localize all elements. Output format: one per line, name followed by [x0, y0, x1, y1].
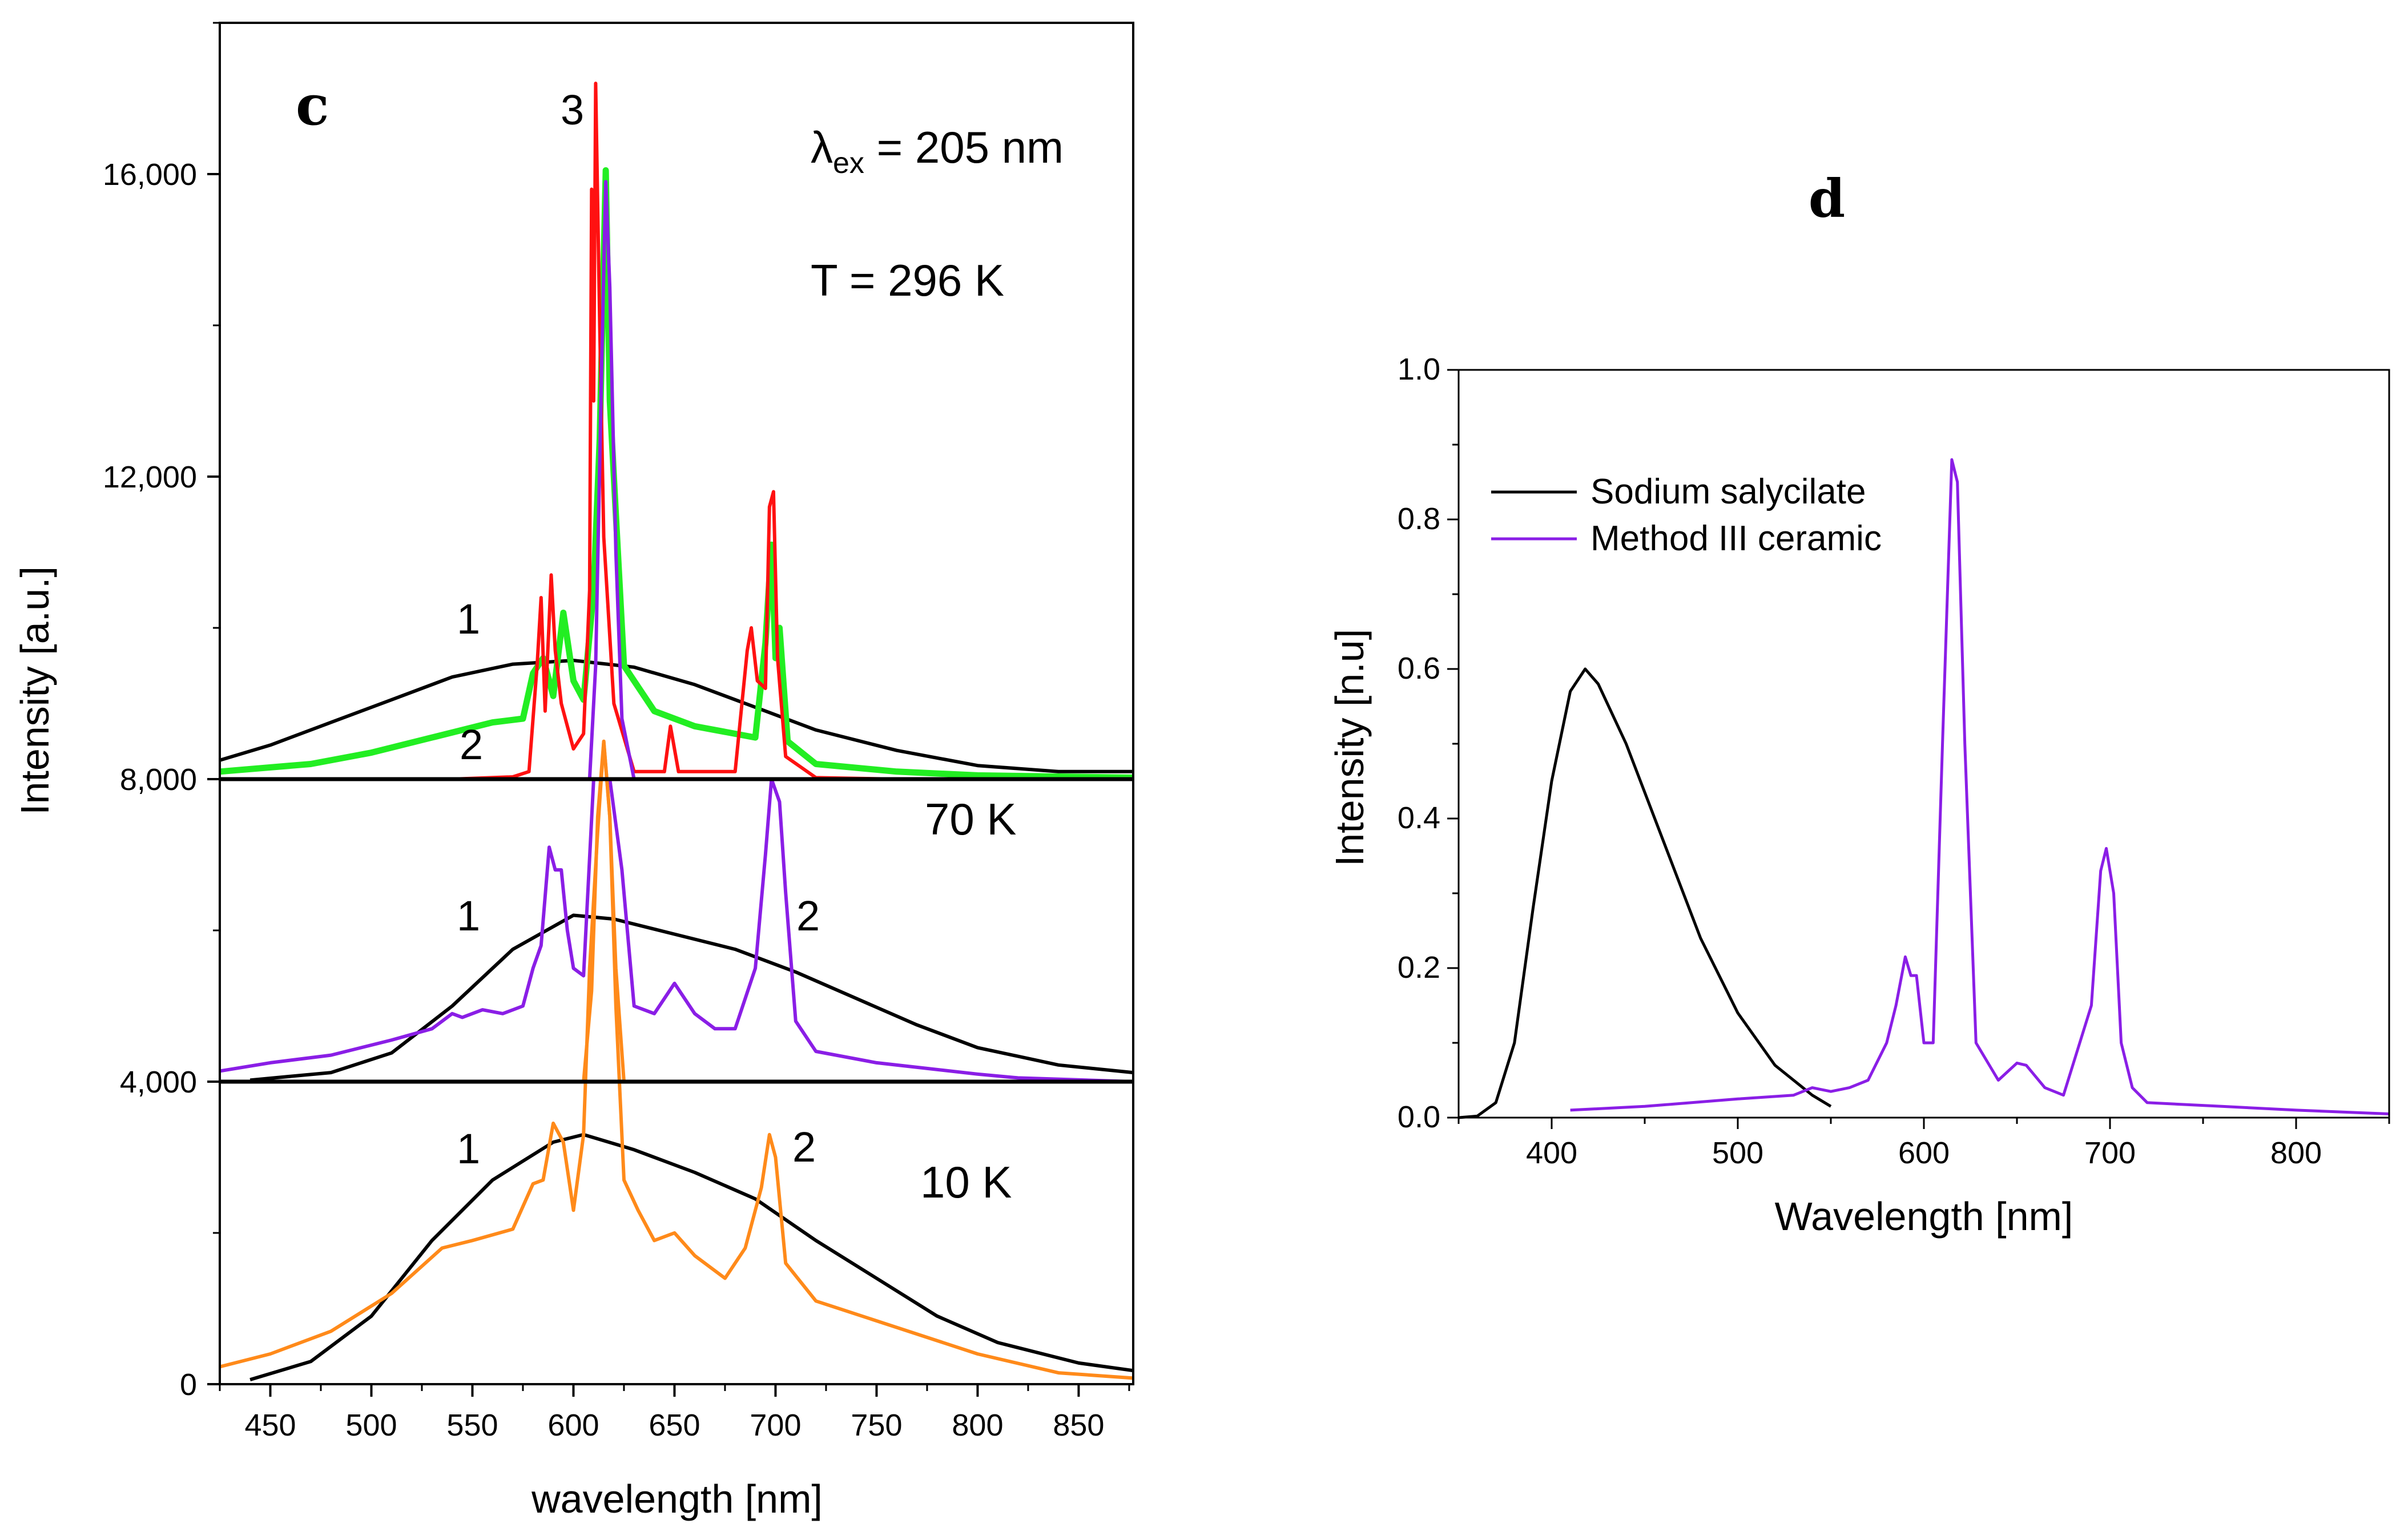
c-x-tick-label-2: 550 — [446, 1408, 498, 1442]
panel-d: d 400 500 600 700 800 0.0 0.2 0.4 0.6 0.8 1.0 Sodi… — [1327, 168, 2390, 1239]
panel-c: 450 500 550 600 650 700 750 800 85004,0008,00012… — [13, 22, 1134, 1521]
d-legend-label-sodium: Sodium salycilate — [1590, 472, 1866, 511]
c-axes-layer — [219, 22, 1134, 1385]
d-y-tick-label-4: 0.8 — [1398, 502, 1440, 536]
c-y-tick-label-2: 8,000 — [120, 763, 197, 797]
c-x-tick-label-5: 700 — [750, 1408, 801, 1442]
d-legend-label-ceramic: Method III ceramic — [1590, 519, 1882, 558]
c-series-0-3-line — [587, 180, 636, 780]
c-y-axis-label: Intensity [a.u.] — [13, 566, 57, 815]
c-x-tick-label-7: 800 — [952, 1408, 1003, 1442]
c-curve-label-3-296k: 3 — [561, 86, 584, 134]
c-series-1-0-line — [249, 913, 1134, 1082]
c-subpanel-10k-label: 10 K — [920, 1157, 1012, 1207]
d-y-tick-label-1: 0.2 — [1398, 950, 1440, 985]
c-x-tick-label-6: 750 — [851, 1408, 902, 1442]
c-series-0-2-line — [452, 82, 1133, 781]
d-x-axis-label: Wavelength [nm] — [1775, 1194, 2073, 1239]
d-x-tick-label-3: 700 — [2084, 1136, 2136, 1170]
c-series-0-0-line — [219, 659, 1133, 773]
d-x-tick-label-0: 400 — [1526, 1136, 1577, 1170]
c-curve-label-2-10k: 2 — [792, 1123, 816, 1171]
c-x-tick-label-3: 600 — [547, 1408, 599, 1442]
d-series-0-line — [1458, 667, 1832, 1119]
c-ticks-layer: 450 500 550 600 650 700 750 800 85004,0008,00012… — [103, 22, 1130, 1442]
c-curve-label-1-10k: 1 — [457, 1125, 480, 1172]
panel-d-letter: d — [1809, 168, 1845, 229]
c-x-tick-label-1: 500 — [345, 1408, 397, 1442]
c-curve-label-2-70k: 2 — [796, 892, 820, 940]
c-series-2-1-line — [219, 739, 1134, 1380]
c-series-0-1-line — [219, 167, 1134, 781]
d-series-1-line — [1570, 458, 2390, 1115]
d-x-tick-label-1: 500 — [1712, 1136, 1763, 1170]
c-x-axis-label: wavelength [nm] — [531, 1477, 823, 1521]
d-y-tick-label-5: 1.0 — [1398, 352, 1440, 386]
c-x-tick-label-0: 450 — [244, 1408, 296, 1442]
c-temperature-annotation: T = 296 K — [811, 255, 1004, 305]
d-ticks-layer: 400 500 600 700 800 0.0 0.2 0.4 0.6 0.8 1.0 — [1398, 352, 2390, 1170]
c-y-tick-label-1: 4,000 — [120, 1065, 197, 1099]
c-subpanel-70k-label: 70 K — [925, 794, 1016, 844]
d-y-axis-label: Intensity [n.u] — [1327, 629, 1372, 866]
panel-c-letter: c — [296, 73, 329, 138]
c-curve-label-1-296k: 1 — [457, 595, 480, 643]
d-y-tick-label-0: 0.0 — [1398, 1100, 1440, 1134]
d-y-tick-label-3: 0.6 — [1398, 651, 1440, 686]
d-series-layer — [1458, 458, 2390, 1119]
d-x-tick-label-2: 600 — [1898, 1136, 1950, 1170]
d-legend: Sodium salycilate Method III ceramic — [1491, 472, 1882, 558]
c-x-tick-label-4: 650 — [649, 1408, 700, 1442]
c-x-tick-label-8: 850 — [1053, 1408, 1104, 1442]
d-x-tick-label-4: 800 — [2270, 1136, 2322, 1170]
c-curve-label-2-296k: 2 — [460, 721, 483, 768]
c-y-tick-label-3: 12,000 — [103, 460, 197, 494]
c-series-2-0-line — [249, 1132, 1134, 1381]
c-plot-frame — [219, 22, 1134, 1385]
d-y-tick-label-2: 0.4 — [1398, 801, 1440, 835]
c-excitation-annotation: λex = 205 nm — [811, 122, 1064, 180]
c-y-tick-label-4: 16,000 — [103, 158, 197, 192]
c-curve-label-1-70k: 1 — [457, 892, 480, 940]
c-y-tick-label-0: 0 — [180, 1368, 197, 1402]
